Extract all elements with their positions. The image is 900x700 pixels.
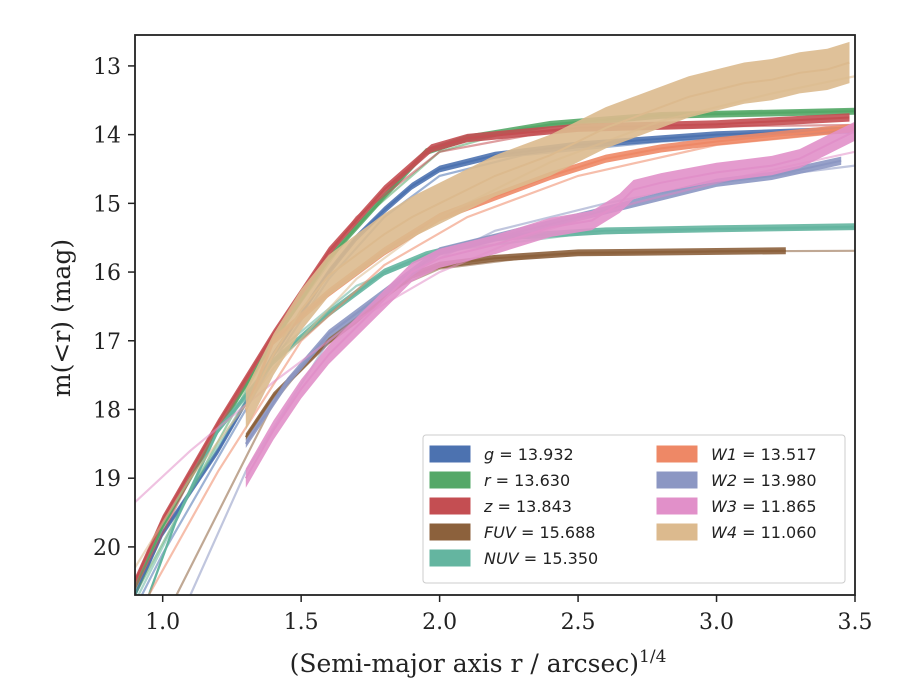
legend-swatch-z — [429, 497, 471, 515]
legend-item-w3: W3 = 11.865 — [656, 497, 817, 516]
series-w4-line — [244, 61, 850, 410]
y-tick-label: 18 — [93, 398, 121, 423]
y-tick-label: 14 — [93, 124, 121, 149]
legend-swatch-w4 — [656, 523, 698, 541]
legend-series-value: 11.060 — [761, 523, 817, 542]
legend-swatch-fuv — [429, 523, 471, 541]
x-axis-label: (Semi-major axis r / arcsec)1/4 — [290, 647, 667, 678]
legend-label-w2: W2 = 13.980 — [711, 471, 817, 490]
legend-frame — [422, 434, 846, 584]
legend-swatch-r — [429, 471, 471, 489]
legend-series-value: 13.980 — [761, 471, 817, 490]
legend-equals: = — [737, 497, 761, 516]
legend-series-name: W3 — [711, 497, 737, 516]
y-axis-label: m(<r) (mag) — [47, 239, 76, 397]
series-layer — [135, 41, 855, 595]
legend-equals: = — [494, 445, 518, 464]
legend-item-w4: W4 = 11.060 — [656, 523, 817, 542]
legend-series-value: 13.630 — [514, 471, 570, 490]
legend-series-name: r — [484, 471, 492, 490]
series-w3-line — [244, 130, 855, 479]
legend-swatch-w2 — [656, 471, 698, 489]
legend-series-value: 11.865 — [761, 497, 817, 516]
y-tick-label: 15 — [93, 192, 121, 217]
legend-swatch-g — [429, 445, 471, 463]
legend-series-value: 13.843 — [516, 497, 572, 516]
series-w4 — [135, 41, 855, 569]
y-tick-label: 19 — [93, 467, 121, 492]
legend-swatch-w1 — [656, 445, 698, 463]
legend-equals: = — [491, 471, 515, 490]
legend-series-value: 13.932 — [518, 445, 574, 464]
legend-label-w4: W4 = 11.060 — [711, 523, 817, 542]
legend-equals: = — [492, 497, 516, 516]
legend-series-value: 15.350 — [542, 549, 598, 568]
legend-label-z: z = 13.843 — [483, 497, 572, 516]
series-w3-band — [245, 121, 855, 488]
legend-item-r: r = 13.630 — [429, 471, 570, 490]
y-tick-label: 20 — [93, 536, 121, 561]
y-tick-label: 16 — [93, 261, 121, 286]
legend-equals: = — [737, 445, 761, 464]
legend-label-fuv: FUV = 15.688 — [484, 523, 595, 542]
x-tick-label: 1.0 — [145, 610, 180, 635]
legend-equals: = — [737, 471, 761, 490]
legend-item-w2: W2 = 13.980 — [656, 471, 817, 490]
legend-label-w1: W1 = 13.517 — [711, 445, 817, 464]
legend-series-name: g — [484, 445, 494, 464]
legend-series-name: FUV — [484, 523, 517, 542]
series-w3-model-line — [135, 150, 855, 504]
legend-series-name: W2 — [711, 471, 737, 490]
legend-series-value: 15.688 — [539, 523, 595, 542]
legend: g = 13.932 r = 13.630 z = 13.843 FUV = 15.6… — [422, 434, 846, 584]
legend-label-r: r = 13.630 — [484, 471, 570, 490]
x-axis-label-superscript: 1/4 — [639, 647, 666, 667]
legend-item-z: z = 13.843 — [429, 497, 572, 516]
x-tick-label: 3.0 — [699, 610, 734, 635]
series-w4-band — [245, 41, 850, 431]
series-w3 — [135, 121, 855, 504]
x-tick-label: 3.5 — [838, 610, 873, 635]
plot-frame — [134, 34, 856, 596]
legend-swatch-nuv — [429, 549, 471, 567]
y-tick-label: 13 — [93, 55, 121, 80]
legend-series-name: z — [483, 497, 493, 516]
x-tick-label: 2.5 — [561, 610, 596, 635]
legend-series-name: NUV — [484, 549, 520, 568]
legend-item-nuv: NUV = 15.350 — [429, 549, 598, 568]
legend-item-w1: W1 = 13.517 — [656, 445, 817, 464]
ticks-layer: 1.0 1.5 2.0 2.5 3.0 3.5 13 14 15 16 17 18 19 20 — [93, 55, 873, 635]
legend-label-nuv: NUV = 15.350 — [484, 549, 598, 568]
legend-label-w3: W3 = 11.865 — [711, 497, 817, 516]
legend-series-name: W4 — [711, 523, 737, 542]
x-tick-label: 1.5 — [284, 610, 319, 635]
legend-series-name: W1 — [711, 445, 737, 464]
legend-item-g: g = 13.932 — [429, 445, 574, 464]
legend-equals: = — [737, 523, 761, 542]
legend-swatch-w3 — [656, 497, 698, 515]
legend-series-value: 13.517 — [761, 445, 817, 464]
y-tick-label: 17 — [93, 330, 121, 355]
legend-equals: = — [516, 523, 540, 542]
legend-label-g: g = 13.932 — [484, 445, 574, 464]
legend-equals: = — [519, 549, 543, 568]
legend-item-fuv: FUV = 15.688 — [429, 523, 595, 542]
x-tick-label: 2.0 — [422, 610, 457, 635]
series-w1-model-line — [147, 130, 855, 595]
